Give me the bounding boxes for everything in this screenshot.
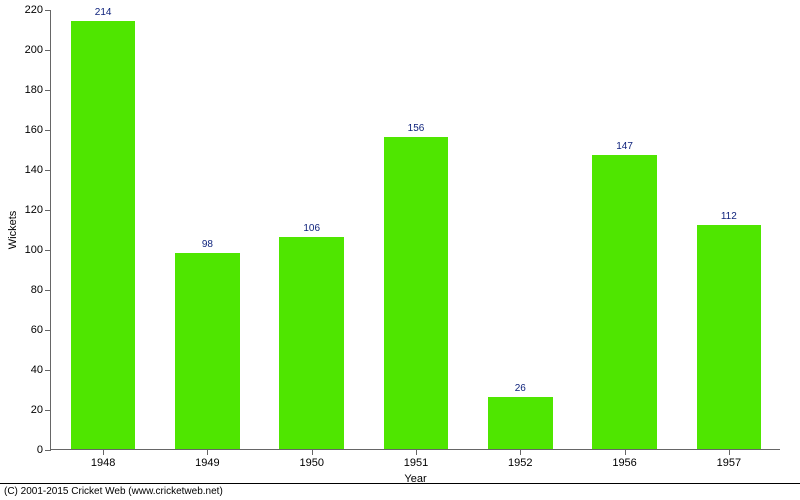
y-tick-label: 80 <box>31 284 51 296</box>
bar: 156 <box>384 137 449 449</box>
bar-value-label: 106 <box>303 223 320 237</box>
y-tick-label: 200 <box>25 44 51 56</box>
chart-container: Wickets Year 020406080100120140160180200… <box>0 0 800 500</box>
y-tick-label: 220 <box>25 4 51 16</box>
x-tick-label: 1956 <box>612 449 636 469</box>
bar: 106 <box>279 237 344 449</box>
y-axis-title: Wickets <box>7 210 19 249</box>
y-tick-label: 0 <box>37 444 51 456</box>
x-tick-label: 1948 <box>91 449 115 469</box>
bar: 112 <box>697 225 762 449</box>
bar-value-label: 156 <box>408 123 425 137</box>
bar: 214 <box>71 21 136 449</box>
bar: 98 <box>175 253 240 449</box>
plot-area: Wickets Year 020406080100120140160180200… <box>50 10 780 450</box>
x-tick-label: 1957 <box>717 449 741 469</box>
y-tick-label: 120 <box>25 204 51 216</box>
x-tick-label: 1950 <box>299 449 323 469</box>
y-tick-label: 180 <box>25 84 51 96</box>
y-tick-label: 160 <box>25 124 51 136</box>
bar-value-label: 214 <box>95 7 112 21</box>
bar-value-label: 147 <box>616 141 633 155</box>
y-tick-label: 40 <box>31 364 51 376</box>
copyright-footer: (C) 2001-2015 Cricket Web (www.cricketwe… <box>0 483 800 500</box>
bar: 147 <box>592 155 657 449</box>
bar-value-label: 112 <box>721 211 737 225</box>
bar-value-label: 98 <box>202 239 213 253</box>
bar: 26 <box>488 397 553 449</box>
y-tick-label: 140 <box>25 164 51 176</box>
x-tick-label: 1952 <box>508 449 532 469</box>
x-tick-label: 1949 <box>195 449 219 469</box>
bar-value-label: 26 <box>515 383 526 397</box>
x-tick-label: 1951 <box>404 449 428 469</box>
y-tick-label: 100 <box>25 244 51 256</box>
y-tick-label: 60 <box>31 324 51 336</box>
y-tick-label: 20 <box>31 404 51 416</box>
